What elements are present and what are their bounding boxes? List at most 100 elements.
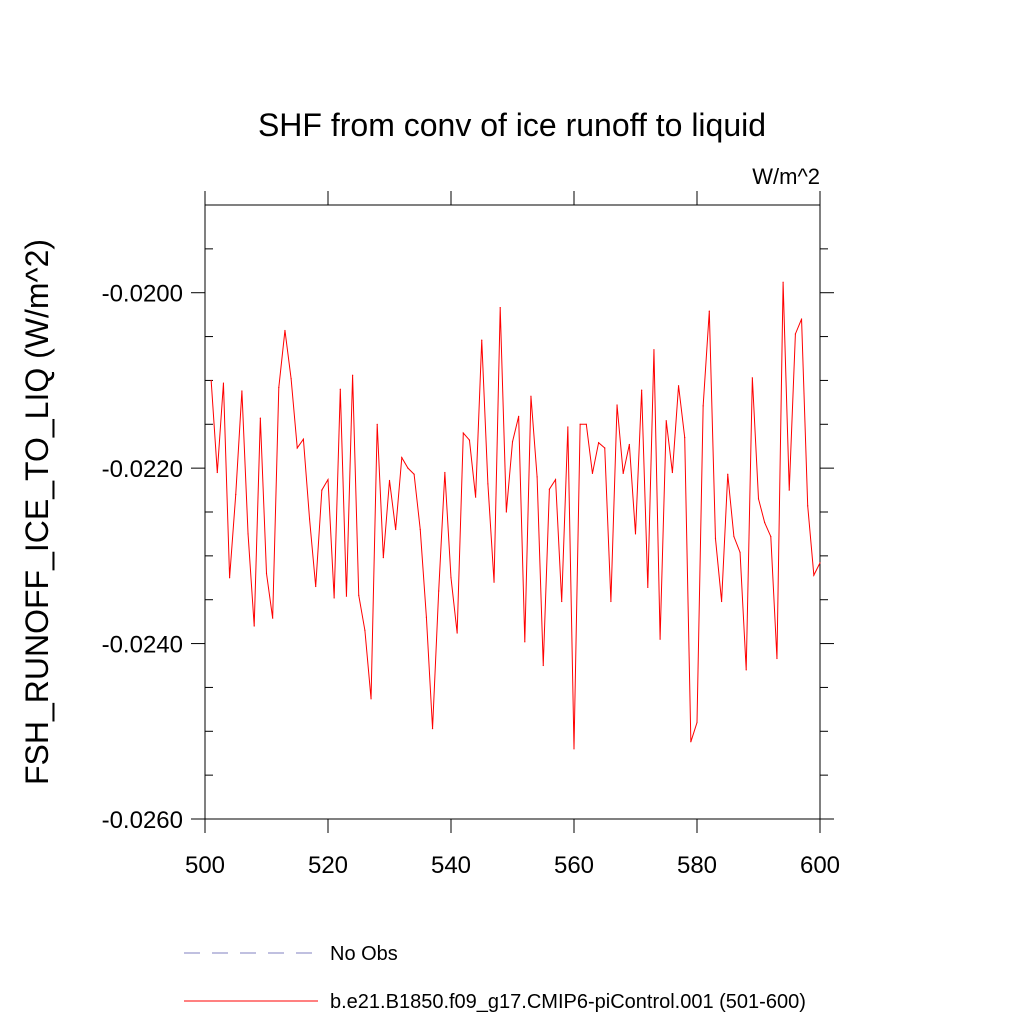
data-point [764,521,766,524]
data-point [757,498,760,500]
x-tick-label: 560 [554,852,594,879]
data-point [641,389,643,391]
data-point [352,374,354,376]
data-point [272,617,274,619]
data-point [530,395,532,397]
data-point [684,436,686,439]
plot-frame [204,204,821,820]
data-point [493,581,495,583]
data-point [567,426,569,428]
data-point [364,629,366,632]
data-point [721,600,723,603]
data-point [308,518,311,520]
data-point [727,473,729,475]
data-point [241,390,243,392]
data-point [229,577,231,579]
data-point [296,447,298,449]
data-point [511,441,514,443]
data-point [776,657,778,660]
data-point [610,600,612,603]
data-point [468,439,471,441]
data-point [407,467,409,469]
data-point [235,493,237,496]
data-point [487,483,489,485]
data-point [585,423,587,425]
data-point [425,616,427,618]
y-axis-label: FSH_RUNOFF_ICE_TO_LIQ (W/m^2) [19,239,55,785]
data-point [413,473,415,475]
data-point [278,386,280,389]
data-point [499,307,501,309]
data-point [339,388,341,390]
data-point [794,333,797,335]
data-point [481,339,483,341]
data-point [345,595,348,597]
data-point [321,489,323,491]
data-point [554,478,557,481]
x-tick-label: 500 [185,852,225,879]
data-point [616,404,618,406]
data-point [462,432,464,434]
data-point [665,420,667,422]
legend-label-model: b.e21.B1850.f09_g17.CMIP6-piControl.001 … [330,991,806,1013]
data-point [573,748,575,750]
data-point [456,632,458,634]
data-point [604,447,606,449]
data-point [751,377,753,379]
data-point [388,479,391,482]
data-point [284,329,286,332]
data-point [653,349,655,351]
x-tick-label: 600 [800,852,840,879]
data-point [265,572,268,575]
data-point [739,551,741,553]
chart-title: SHF from conv of ice runoff to liquid [258,107,766,143]
data-point [222,382,225,384]
data-point [315,585,317,588]
legend: No Obs b.e21.B1850.f09_g17.CMIP6-piContr… [184,943,806,1013]
data-point [376,423,378,425]
data-point [671,471,674,474]
data-point [333,597,335,599]
y-tick-label: -0.0220 [102,456,183,483]
data-point [807,505,809,507]
data-point [444,471,446,474]
data-point [505,511,507,513]
data-point [524,641,526,643]
data-point [450,577,452,579]
data-point [542,664,544,667]
x-tick-label: 520 [308,852,348,879]
data-point [714,537,717,539]
data-point [702,405,704,407]
x-tick-label: 580 [677,852,717,879]
data-point [536,476,538,478]
data-point [382,557,384,559]
data-point [634,533,637,535]
data-point [401,457,403,459]
data-point [518,415,520,417]
data-point [475,496,477,498]
data-point [677,385,680,387]
data-point [647,586,649,589]
data-point [302,438,304,440]
data-point [782,281,784,283]
data-point [659,638,661,640]
data-point [696,721,698,724]
data-point [370,698,372,700]
data-point [358,594,360,596]
minor-ticks [205,248,828,776]
data-point [431,728,434,730]
data-point [438,590,440,592]
data-point [210,379,212,382]
data-point [813,574,815,576]
data-point [598,442,600,444]
data-point [216,471,218,474]
data-point [591,472,594,475]
data-point [628,443,630,446]
data-point [548,488,551,490]
data-point [745,669,747,671]
y-tick-label: -0.0200 [102,281,183,308]
data-point [800,318,803,320]
series-points [210,281,821,750]
data-point [561,600,563,603]
